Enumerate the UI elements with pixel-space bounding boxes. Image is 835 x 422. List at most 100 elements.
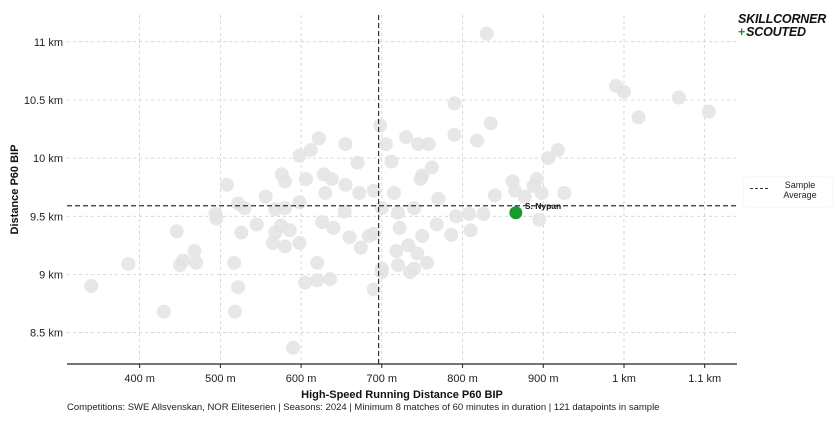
sample-points	[84, 26, 716, 355]
sample-point	[386, 185, 401, 200]
x-tick-label: 700 m	[367, 373, 398, 385]
sample-point	[487, 188, 502, 203]
x-tick-label: 900 m	[528, 373, 559, 385]
sample-point	[366, 226, 381, 241]
sample-point	[169, 224, 184, 239]
sample-point	[353, 240, 368, 255]
sample-point	[550, 142, 565, 157]
y-axis-title: Distance P60 BIP	[9, 145, 21, 235]
sample-point	[324, 172, 339, 187]
sample-point	[447, 127, 462, 142]
sample-point	[189, 255, 204, 270]
sample-point	[338, 137, 353, 152]
sample-point	[424, 160, 439, 175]
sample-point	[421, 137, 436, 152]
sample-point	[517, 189, 532, 204]
sample-point	[310, 255, 325, 270]
sample-point	[352, 185, 367, 200]
x-tick-label: 600 m	[286, 373, 317, 385]
sample-point	[282, 223, 297, 238]
sample-point	[298, 172, 313, 187]
legend-label: Sample Average	[783, 180, 817, 200]
sample-point	[444, 227, 459, 242]
highlight-point	[509, 206, 523, 220]
sample-point	[616, 84, 631, 99]
brand-logo: SKILLCORNER +SCOUTED	[738, 13, 826, 39]
x-axis-title: High-Speed Running Distance P60 BIP	[301, 389, 503, 401]
sample-point	[392, 220, 407, 235]
sample-point	[318, 185, 333, 200]
logo-plus: +	[738, 25, 746, 39]
sample-point	[366, 282, 381, 297]
sample-point	[384, 154, 399, 169]
sample-point	[532, 212, 547, 227]
footer-note: Competitions: SWE Allsvenskan, NOR Elite…	[67, 402, 660, 413]
highlight-layer: S. Nypan	[509, 201, 561, 220]
highlight-label: S. Nypan	[525, 201, 561, 211]
sample-point	[209, 211, 224, 226]
sample-point	[292, 195, 307, 210]
sample-point	[227, 304, 242, 319]
logo-line-1: SKILLCORNER	[738, 12, 827, 26]
sample-point	[277, 239, 292, 254]
y-tick-label: 9 km	[39, 269, 63, 281]
sample-point	[463, 223, 478, 238]
legend-dashed-line-icon	[750, 188, 768, 189]
sample-point	[311, 131, 326, 146]
sample-point	[219, 177, 234, 192]
sample-point	[476, 206, 491, 221]
sample-point	[449, 209, 464, 224]
sample-point	[338, 177, 353, 192]
sample-point	[407, 201, 422, 216]
sample-point	[671, 90, 686, 105]
sample-point	[286, 340, 301, 355]
y-tick-label: 10.5 km	[24, 95, 63, 107]
x-tick-label: 1 km	[612, 373, 636, 385]
sample-point	[315, 215, 330, 230]
sample-point	[403, 265, 418, 280]
sample-point	[303, 142, 318, 157]
sample-point	[415, 229, 430, 244]
sample-point	[187, 244, 202, 259]
sample-point	[390, 205, 405, 220]
sample-point	[431, 191, 446, 206]
sample-point	[390, 258, 405, 273]
legend: Sample Average	[744, 177, 832, 207]
sample-point	[470, 133, 485, 148]
sample-point	[258, 189, 273, 204]
sample-point	[483, 116, 498, 131]
sample-point	[350, 155, 365, 170]
sample-point	[399, 130, 414, 145]
sample-point	[277, 201, 292, 216]
sample-point	[429, 217, 444, 232]
sample-point	[342, 230, 357, 245]
sample-point	[374, 265, 389, 280]
sample-point	[277, 174, 292, 189]
sample-point	[631, 110, 646, 125]
sample-point	[447, 96, 462, 111]
logo-line-2: +SCOUTED	[738, 26, 826, 39]
sample-point	[121, 256, 136, 271]
sample-point	[420, 255, 435, 270]
average-lines	[67, 15, 737, 364]
logo-line-2-text: SCOUTED	[746, 25, 806, 39]
sample-point	[323, 272, 338, 287]
sample-point	[249, 217, 264, 232]
sample-point	[526, 179, 541, 194]
sample-point	[410, 246, 425, 261]
sample-point	[373, 118, 388, 133]
sample-point	[462, 206, 476, 221]
sample-point	[227, 255, 242, 270]
y-tick-label: 10 km	[33, 153, 63, 165]
sample-point	[156, 304, 171, 319]
sample-point	[298, 275, 313, 290]
sample-point	[337, 204, 352, 219]
sample-point	[292, 236, 307, 251]
sample-point	[84, 279, 99, 294]
sample-point	[268, 225, 283, 240]
sample-point	[701, 104, 716, 119]
sample-point	[374, 201, 389, 216]
sample-point	[173, 258, 188, 273]
sample-point	[378, 137, 393, 152]
y-tick-label: 8.5 km	[30, 328, 63, 340]
